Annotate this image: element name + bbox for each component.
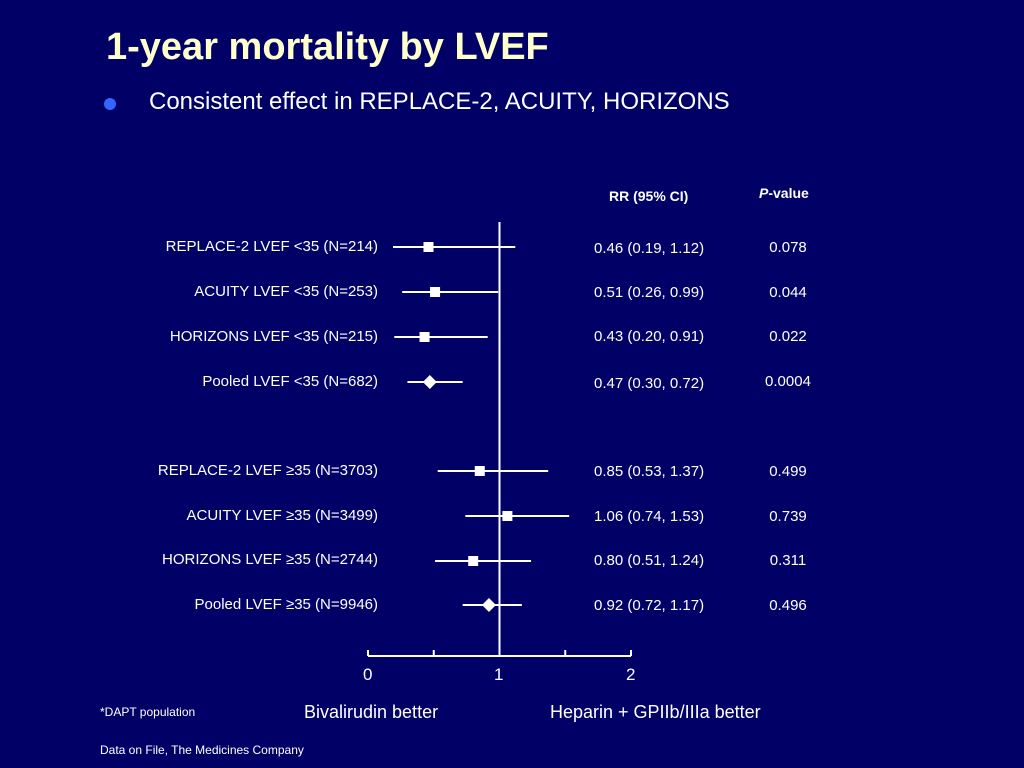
rr-value: 1.06 (0.74, 1.53) bbox=[594, 508, 705, 525]
footnote: *DAPT population bbox=[100, 705, 196, 719]
row-label: HORIZONS LVEF <35 (N=215) bbox=[169, 328, 378, 345]
p-value: 0.044 bbox=[769, 284, 807, 301]
pooled-estimate-diamond bbox=[481, 598, 496, 612]
bullet-text: Consistent effect in REPLACE-2, ACUITY, … bbox=[149, 88, 730, 115]
pooled-estimate-diamond bbox=[422, 375, 437, 389]
p-value: 0.496 bbox=[769, 597, 807, 614]
rr-value: 0.51 (0.26, 0.99) bbox=[594, 284, 705, 301]
row-label: ACUITY LVEF <35 (N=253) bbox=[194, 283, 378, 300]
rr-value: 0.92 (0.72, 1.17) bbox=[594, 597, 705, 614]
x-tick-label: 2 bbox=[626, 665, 636, 684]
rr-value: 0.85 (0.53, 1.37) bbox=[594, 463, 705, 480]
rr-value: 0.80 (0.51, 1.24) bbox=[594, 552, 705, 569]
x-tick-label: 1 bbox=[494, 665, 504, 684]
row-label: Pooled LVEF ≥35 (N=9946) bbox=[194, 596, 378, 613]
bullet-dot-icon bbox=[104, 98, 116, 110]
point-estimate-square bbox=[430, 287, 441, 297]
left-axis-caption: Bivalirudin better bbox=[304, 702, 439, 722]
point-estimate-square bbox=[419, 332, 430, 342]
row-label: HORIZONS LVEF ≥35 (N=2744) bbox=[162, 551, 378, 568]
x-tick-label: 0 bbox=[363, 665, 373, 684]
rr-value: 0.43 (0.20, 0.91) bbox=[594, 328, 705, 345]
right-axis-caption: Heparin + GPIIb/IIIa better bbox=[550, 702, 761, 722]
p-value: 0.499 bbox=[769, 463, 807, 480]
p-value-column-header: P-value bbox=[759, 185, 809, 201]
p-value: 0.078 bbox=[769, 239, 807, 256]
row-label: ACUITY LVEF ≥35 (N=3499) bbox=[186, 507, 378, 524]
rr-column-header: RR (95% CI) bbox=[609, 188, 689, 204]
point-estimate-square bbox=[502, 511, 513, 521]
p-value: 0.739 bbox=[769, 508, 807, 525]
rr-value: 0.47 (0.30, 0.72) bbox=[594, 375, 705, 392]
source-note: Data on File, The Medicines Company bbox=[100, 743, 304, 757]
point-estimate-square bbox=[468, 556, 479, 566]
row-label: REPLACE-2 LVEF <35 (N=214) bbox=[165, 238, 378, 255]
point-estimate-square bbox=[423, 242, 434, 252]
p-value: 0.0004 bbox=[765, 373, 811, 390]
p-rest: -value bbox=[768, 185, 809, 201]
p-value: 0.311 bbox=[769, 552, 807, 569]
p-value: 0.022 bbox=[769, 328, 807, 345]
p-italic: P bbox=[759, 185, 769, 201]
rr-value: 0.46 (0.19, 1.12) bbox=[594, 240, 705, 257]
slide-title: 1-year mortality by LVEF bbox=[106, 26, 549, 68]
row-label: Pooled LVEF <35 (N=682) bbox=[202, 373, 378, 390]
point-estimate-square bbox=[474, 466, 485, 476]
row-label: REPLACE-2 LVEF ≥35 (N=3703) bbox=[157, 462, 378, 479]
